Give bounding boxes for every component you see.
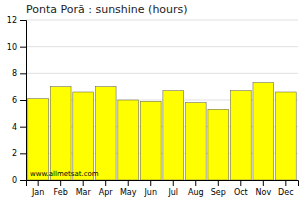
x-tick: Jul — [167, 180, 178, 197]
x-tick-label: Jun — [143, 188, 157, 197]
y-tick-mark — [20, 100, 26, 101]
bars — [28, 83, 296, 180]
x-tick-mark — [195, 180, 196, 186]
bar — [253, 83, 274, 180]
chart: Jan Feb Mar Apr May Jun Jul Aug Sep Oct Nov Dec 0 2 4 6… — [0, 0, 306, 200]
y-tick: 0 — [12, 176, 26, 185]
bar — [50, 87, 71, 180]
bar — [208, 109, 229, 180]
x-tick-mark — [240, 180, 241, 186]
y-tick: 8 — [12, 69, 26, 78]
x-tick-mark — [285, 180, 286, 186]
x-tick: Aug — [188, 180, 204, 197]
grid-line — [26, 73, 298, 74]
bar — [185, 103, 206, 180]
x-tick-label: Oct — [234, 188, 248, 197]
x-tick-mark — [263, 180, 264, 186]
plot: Jan Feb Mar Apr May Jun Jul Aug Sep Oct Nov Dec 0 2 4 6… — [7, 16, 299, 197]
x-tick-label: Dec — [278, 188, 293, 197]
x-tick-label: Feb — [54, 188, 68, 197]
grid-line — [26, 46, 298, 47]
y-tick-label: 4 — [12, 123, 17, 132]
y-axis: 0 2 4 6 8 10 12 — [7, 16, 27, 185]
x-axis: Jan Feb Mar Apr May Jun Jul Aug Sep Oct Nov Dec — [27, 180, 299, 197]
x-tick-label: Mar — [76, 188, 92, 197]
x-tick-mark — [218, 180, 219, 186]
y-tick: 4 — [12, 123, 26, 132]
y-tick: 2 — [12, 149, 26, 158]
x-tick-label: Sep — [211, 188, 226, 197]
x-tick-mark — [38, 180, 39, 186]
x-tick-label: Apr — [99, 188, 114, 197]
y-tick-mark — [20, 180, 26, 181]
x-axis-line — [27, 181, 299, 187]
y-tick-label: 8 — [12, 69, 17, 78]
x-tick: Jan — [31, 180, 44, 197]
x-tick-label: Jul — [167, 188, 178, 197]
y-tick: 10 — [7, 43, 26, 52]
bar — [275, 92, 296, 180]
y-tick-label: 2 — [12, 149, 17, 158]
x-tick-label: Aug — [188, 188, 204, 197]
x-tick: Nov — [256, 180, 272, 197]
y-tick-label: 10 — [7, 43, 17, 52]
annotation: www.allmetsat.com — [30, 170, 99, 178]
bar — [140, 101, 161, 180]
y-tick-mark — [20, 20, 26, 21]
x-tick: Mar — [76, 180, 92, 197]
x-tick: Jun — [143, 180, 157, 197]
y-tick-mark — [20, 47, 26, 48]
x-tick-mark — [128, 180, 129, 186]
y-tick: 6 — [12, 96, 26, 105]
bar — [230, 91, 251, 180]
x-tick-label: Nov — [256, 188, 272, 197]
x-tick-mark — [173, 180, 174, 186]
x-tick: May — [120, 180, 137, 197]
title: Ponta Porã : sunshine (hours) — [26, 3, 188, 16]
x-tick-label: May — [120, 188, 137, 197]
y-axis-line — [20, 21, 27, 181]
x-tick: Feb — [54, 180, 68, 197]
y-tick-mark — [20, 127, 26, 128]
y-tick: 12 — [7, 16, 26, 25]
x-tick-mark — [83, 180, 84, 186]
x-tick: Oct — [234, 180, 248, 197]
x-tick: Dec — [278, 180, 293, 197]
y-tick-label: 6 — [12, 96, 17, 105]
grid-line — [26, 20, 298, 21]
grid — [26, 20, 298, 180]
bar — [73, 92, 94, 180]
x-tick-label: Jan — [31, 188, 44, 197]
y-tick-label: 12 — [7, 16, 17, 25]
x-tick-mark — [150, 180, 151, 186]
y-tick-label: 0 — [12, 176, 17, 185]
bar — [163, 91, 184, 180]
x-tick-mark — [105, 180, 106, 186]
x-tick: Sep — [211, 180, 226, 197]
bar — [28, 99, 49, 180]
y-tick-mark — [20, 153, 26, 154]
bar — [118, 100, 139, 180]
x-tick-mark — [60, 180, 61, 186]
x-tick: Apr — [99, 180, 114, 197]
bar — [95, 87, 116, 180]
y-tick-mark — [20, 73, 26, 74]
